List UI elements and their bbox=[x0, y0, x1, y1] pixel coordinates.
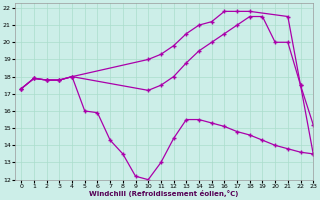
X-axis label: Windchill (Refroidissement éolien,°C): Windchill (Refroidissement éolien,°C) bbox=[89, 190, 239, 197]
